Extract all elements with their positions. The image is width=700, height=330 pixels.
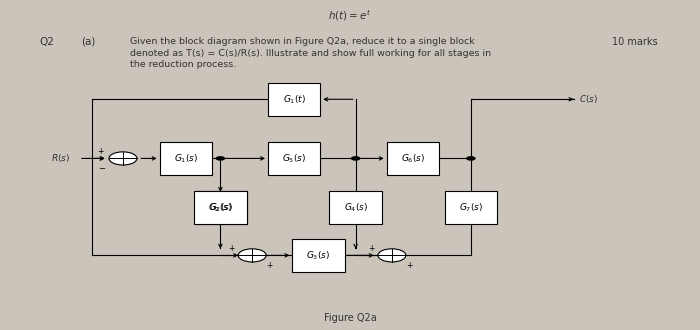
Text: $R(s)$: $R(s)$: [51, 152, 70, 164]
Text: $G_5(s)$: $G_5(s)$: [282, 152, 306, 165]
Bar: [268, 142, 321, 175]
Text: $C(s)$: $C(s)$: [579, 93, 598, 105]
Bar: [330, 191, 382, 224]
Circle shape: [466, 156, 476, 161]
Text: 10 marks: 10 marks: [612, 37, 657, 47]
Text: $G_7(s)$: $G_7(s)$: [458, 202, 483, 214]
Circle shape: [351, 156, 360, 161]
Text: +: +: [228, 244, 235, 253]
Text: $G_6(s)$: $G_6(s)$: [401, 152, 425, 165]
Text: $G_1(s)$: $G_1(s)$: [174, 152, 198, 165]
Text: $G_1(t)$: $G_1(t)$: [283, 93, 306, 106]
Bar: [194, 191, 246, 224]
Circle shape: [216, 156, 225, 161]
Text: +: +: [368, 244, 374, 253]
Text: $G_2(s)$: $G_2(s)$: [209, 202, 233, 214]
Circle shape: [109, 152, 137, 165]
Bar: [160, 142, 212, 175]
Bar: [293, 239, 345, 272]
Circle shape: [378, 249, 406, 262]
Text: Figure Q2a: Figure Q2a: [323, 313, 377, 323]
Text: Q2: Q2: [39, 37, 54, 47]
Text: +: +: [97, 147, 104, 156]
Text: denoted as T(s) = C(s)/R(s). Illustrate and show full working for all stages in: denoted as T(s) = C(s)/R(s). Illustrate …: [130, 49, 491, 58]
Bar: [444, 191, 497, 224]
Bar: [386, 142, 439, 175]
Text: $G_3(s)$: $G_3(s)$: [307, 249, 330, 262]
Text: $h(t) = e^t$: $h(t) = e^t$: [328, 8, 372, 23]
Text: +: +: [267, 261, 273, 270]
Bar: [268, 83, 321, 116]
Text: −: −: [99, 164, 106, 174]
Bar: [195, 191, 247, 224]
Text: Given the block diagram shown in Figure Q2a, reduce it to a single block: Given the block diagram shown in Figure …: [130, 37, 475, 46]
Text: the reduction process.: the reduction process.: [130, 60, 236, 69]
Text: (a): (a): [81, 37, 95, 47]
Text: +: +: [406, 261, 412, 270]
Text: $G_2(s)$: $G_2(s)$: [209, 202, 232, 214]
Circle shape: [238, 249, 266, 262]
Text: $G_4(s)$: $G_4(s)$: [344, 202, 368, 214]
